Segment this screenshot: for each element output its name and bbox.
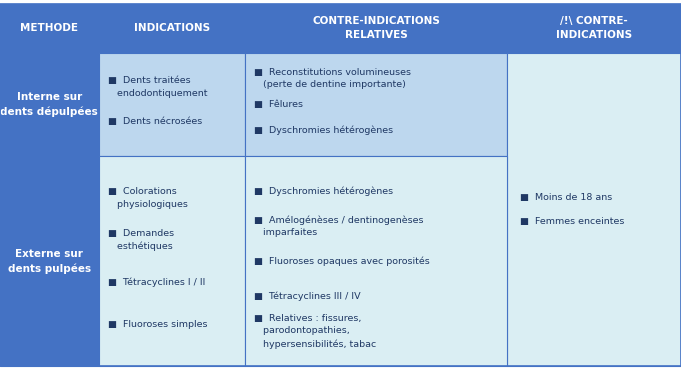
- Text: ■  Dyschromies hétérogènes: ■ Dyschromies hétérogènes: [254, 125, 393, 135]
- Text: ■  Colorations
   physiologiques: ■ Colorations physiologiques: [108, 187, 187, 209]
- Text: /!\ CONTRE-
INDICATIONS: /!\ CONTRE- INDICATIONS: [556, 16, 632, 40]
- Text: INDICATIONS: INDICATIONS: [134, 23, 210, 33]
- Text: ■  Fluoroses opaques avec porosités: ■ Fluoroses opaques avec porosités: [254, 256, 430, 266]
- Text: ■  Dyschromies hétérogènes: ■ Dyschromies hétérogènes: [254, 186, 393, 196]
- Text: ■  Tétracyclines I / II: ■ Tétracyclines I / II: [108, 278, 205, 287]
- Text: ■  Relatives : fissures,
   parodontopathies,
   hypersensibilités, tabac: ■ Relatives : fissures, parodontopathies…: [254, 314, 377, 349]
- Text: ■  Fêlures: ■ Fêlures: [254, 100, 303, 109]
- FancyBboxPatch shape: [245, 53, 507, 156]
- Text: Externe sur
dents pulpées: Externe sur dents pulpées: [7, 249, 91, 273]
- Text: METHODE: METHODE: [20, 23, 78, 33]
- FancyBboxPatch shape: [99, 4, 245, 53]
- FancyBboxPatch shape: [507, 4, 681, 53]
- Text: Interne sur
dents dépulpées: Interne sur dents dépulpées: [1, 92, 98, 117]
- Text: ■  Fluoroses simples: ■ Fluoroses simples: [108, 320, 207, 329]
- FancyBboxPatch shape: [99, 156, 245, 366]
- FancyBboxPatch shape: [0, 156, 99, 366]
- FancyBboxPatch shape: [0, 53, 99, 156]
- Text: ■  Femmes enceintes: ■ Femmes enceintes: [520, 217, 624, 226]
- Text: ■  Dents nécrosées: ■ Dents nécrosées: [108, 117, 202, 126]
- Text: ■  Moins de 18 ans: ■ Moins de 18 ans: [520, 193, 612, 202]
- FancyBboxPatch shape: [0, 4, 99, 53]
- Text: ■  Tétracyclines III / IV: ■ Tétracyclines III / IV: [254, 292, 361, 301]
- Text: ■  Demandes
   esthétiques: ■ Demandes esthétiques: [108, 229, 174, 251]
- Text: CONTRE-INDICATIONS
RELATIVES: CONTRE-INDICATIONS RELATIVES: [313, 16, 440, 40]
- FancyBboxPatch shape: [245, 156, 507, 366]
- FancyBboxPatch shape: [99, 53, 245, 156]
- Text: ■  Dents traitées
   endodontiquement: ■ Dents traitées endodontiquement: [108, 76, 207, 98]
- Text: ■  Amélogénèses / dentinogenèses
   imparfaites: ■ Amélogénèses / dentinogenèses imparfai…: [254, 215, 424, 237]
- FancyBboxPatch shape: [507, 53, 681, 366]
- FancyBboxPatch shape: [245, 4, 507, 53]
- Text: ■  Reconstitutions volumineuses
   (perte de dentine importante): ■ Reconstitutions volumineuses (perte de…: [254, 68, 411, 89]
